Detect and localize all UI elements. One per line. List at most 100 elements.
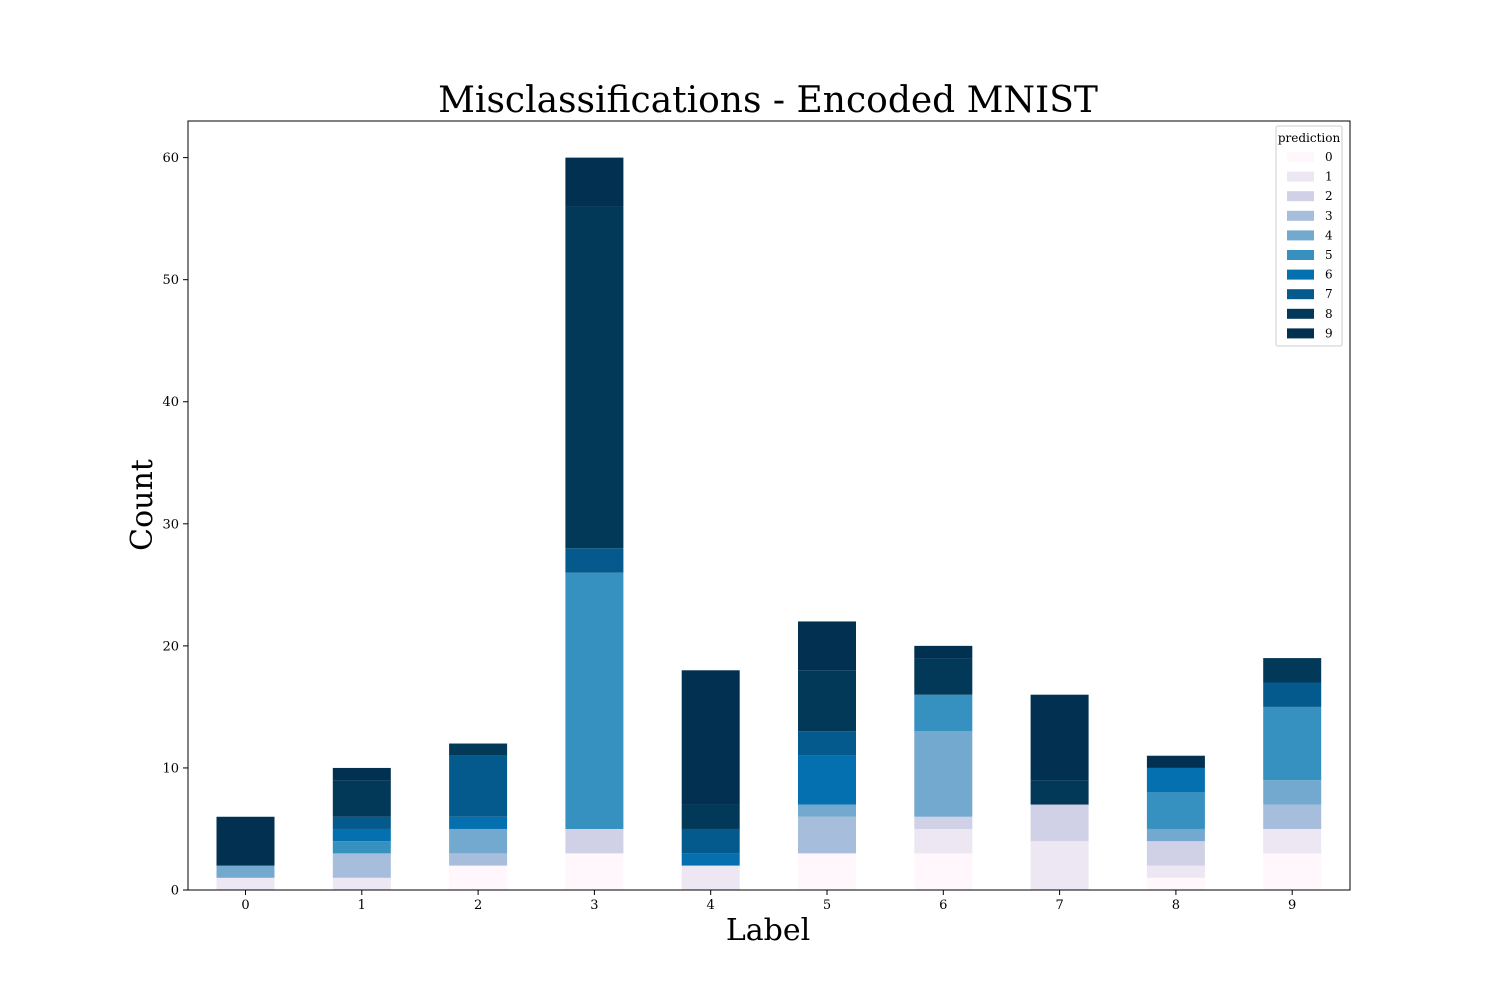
chart-title: Misclassifications - Encoded MNIST [438,80,1098,121]
bar-segment [216,816,275,866]
bar-segment [914,731,973,817]
y-tick-label: 0 [171,884,179,899]
y-axis-label: Count [125,459,160,551]
bar-segment [1263,682,1322,707]
bar-segment [449,853,508,866]
bar-segment [449,755,508,817]
bar-segment [449,865,508,890]
x-tick-label: 0 [241,898,249,913]
legend-label: 0 [1325,150,1333,164]
bar-segment [681,804,740,829]
bar-segment [914,645,973,659]
bar-segment [1263,706,1322,781]
bar-segment [1030,804,1089,842]
legend-label: 9 [1325,326,1333,340]
bar-segment [449,743,508,756]
bar-segment [1263,828,1322,854]
bar-segment [216,865,275,878]
bar-segment [798,853,856,890]
bar-segment [1263,804,1322,829]
bar-segment [1030,694,1089,781]
bar-segment [332,780,391,817]
legend-label: 3 [1325,209,1333,223]
bar-segment [332,828,391,842]
legend-label: 7 [1325,287,1333,301]
y-tick-label: 60 [162,151,179,166]
x-tick-label: 9 [1288,898,1296,913]
bar-segment [681,865,740,890]
y-tick-label: 10 [162,761,179,776]
bar-segment [798,755,856,805]
y-tick-label: 40 [162,395,179,410]
bar-segment [1146,877,1205,890]
legend-label: 6 [1325,268,1333,282]
x-tick-label: 5 [823,898,831,913]
bar-segment [914,828,973,854]
x-tick-label: 7 [1055,898,1063,913]
bar-segment [1030,780,1089,805]
x-tick-label: 8 [1172,898,1180,913]
x-tick-label: 6 [939,898,947,913]
bar-segment [565,157,624,207]
x-tick-label: 1 [358,898,366,913]
bar-segment [1263,780,1322,805]
y-tick-label: 50 [162,273,179,288]
y-tick-label: 20 [162,639,179,654]
x-axis-label: Label [726,913,810,948]
bar-segment [565,206,624,549]
bar-segment [332,841,391,854]
legend-swatch [1287,171,1314,182]
bar-segment [798,816,856,854]
x-tick-label: 4 [707,898,715,913]
bar-segment [449,828,508,854]
bar-segment [216,877,275,890]
bar-segment [798,621,856,671]
bar-segment [681,853,740,866]
bar-segment [1146,828,1205,842]
bar-segment [914,816,973,829]
legend-swatch [1287,210,1314,221]
bar-segment [332,816,391,829]
bar-segment [1263,853,1322,890]
bar-segment [332,877,391,890]
bar-segment [681,670,740,805]
y-axis: 0 10 20 30 40 50 60 [162,151,188,899]
legend-swatch [1287,230,1314,241]
bar-segment [332,767,391,781]
bar-segment [798,731,856,756]
bar-segment [1146,767,1205,793]
legend: prediction 0 1 2 3 4 5 6 7 8 9 [1275,125,1343,347]
bar-segment [1146,755,1205,768]
legend-swatch [1287,289,1314,300]
legend-label: 5 [1325,248,1333,262]
bar-segment [565,853,624,890]
bar-segment [1146,841,1205,866]
legend-swatch [1287,269,1314,280]
legend-label: 2 [1325,189,1333,203]
legend-label: 4 [1325,228,1333,242]
legend-items: 0 1 2 3 4 5 6 7 8 9 [1287,150,1333,340]
bar-segment [798,804,856,817]
bar-segment [1030,841,1089,890]
x-tick-label: 2 [474,898,482,913]
bar-segment [565,548,624,573]
legend-swatch [1287,191,1314,202]
legend-swatch [1287,308,1314,319]
bar-segment [565,572,624,829]
plot-area [216,157,1322,890]
bar-segment [1146,865,1205,878]
bar-segment [565,828,624,854]
legend-label: 1 [1325,170,1333,184]
bar-segment [914,694,973,732]
bar-segment [449,816,508,829]
plot-frame [187,120,1351,891]
x-axis: 0 1 2 3 4 5 6 7 8 9 [241,890,1296,913]
bar-segment [1146,792,1205,829]
legend-swatch [1287,250,1314,260]
bar-segment [681,828,740,854]
bar-segment [798,670,856,732]
bar-segment [914,853,973,890]
bar-segment [914,658,973,695]
bar-segment [332,853,391,878]
